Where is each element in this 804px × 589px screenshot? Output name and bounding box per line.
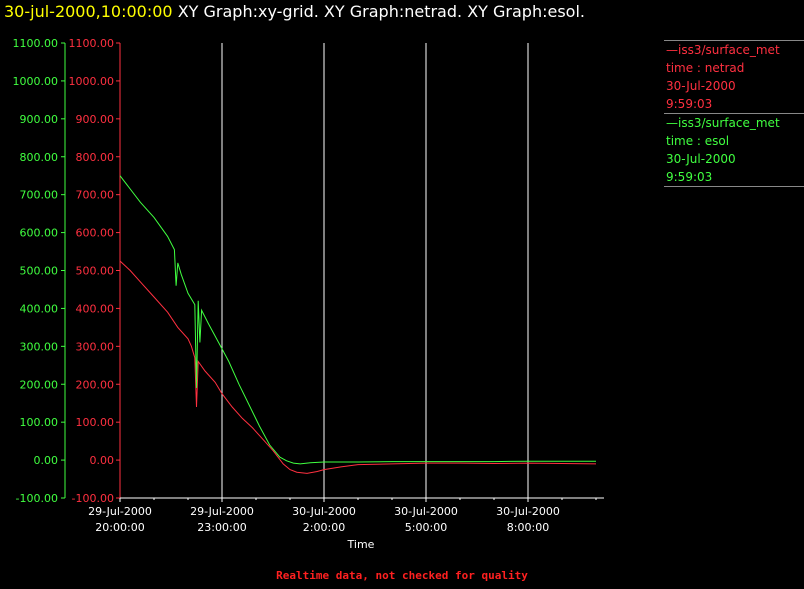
x-tick-label-date-1: 29-Jul-2000	[190, 505, 254, 518]
y-tick-label-netrad-10: 100.00	[76, 416, 115, 429]
series-esol-line	[119, 175, 596, 465]
legend-divider	[664, 40, 804, 41]
legend-netrad-time: 9:59:03	[666, 97, 713, 111]
chart-title: 30-jul-2000,10:00:00 XY Graph:xy-grid. X…	[4, 2, 585, 21]
footer-note: Realtime data, not checked for quality	[276, 569, 528, 582]
legend-esol: —iss3/surface_met time : esol 30-Jul-200…	[664, 113, 804, 187]
y-tick-label-esol-12: -100.00	[16, 492, 58, 505]
y-tick-label-esol-9: 200.00	[20, 378, 59, 391]
y-tick-label-esol-6: 500.00	[20, 265, 59, 278]
date-label: 30-jul-2000,10:00:00	[4, 2, 173, 21]
x-tick-label-date-4: 30-Jul-2000	[496, 505, 560, 518]
x-tick-label-date-3: 30-Jul-2000	[394, 505, 458, 518]
y-tick-label-netrad-5: 600.00	[76, 227, 115, 240]
y-tick-label-esol-10: 100.00	[20, 416, 59, 429]
x-tick-label-time-0: 20:00:00	[95, 521, 144, 534]
y-tick-label-esol-0: 1100.00	[13, 37, 59, 50]
y-tick-label-netrad-9: 200.00	[76, 378, 115, 391]
y-tick-label-netrad-12: -100.00	[72, 492, 114, 505]
y-tick-label-netrad-4: 700.00	[76, 189, 115, 202]
legend-esol-time: 9:59:03	[666, 170, 713, 184]
y-tick-label-netrad-11: 0.00	[90, 454, 115, 467]
y-tick-label-netrad-2: 900.00	[76, 113, 115, 126]
legend-netrad: —iss3/surface_met time : netrad 30-Jul-2…	[664, 40, 804, 113]
y-tick-label-esol-7: 400.00	[20, 302, 59, 315]
legend-netrad-variable: time : netrad	[666, 61, 745, 75]
y-tick-label-netrad-6: 500.00	[76, 265, 115, 278]
y-tick-label-netrad-7: 400.00	[76, 302, 115, 315]
x-tick-label-time-3: 5:00:00	[405, 521, 447, 534]
y-tick-label-netrad-8: 300.00	[76, 340, 115, 353]
series-netrad-line	[119, 260, 597, 474]
y-tick-label-netrad-0: 1100.00	[69, 37, 115, 50]
x-tick-label-date-2: 30-Jul-2000	[292, 505, 356, 518]
y-tick-label-esol-8: 300.00	[20, 340, 59, 353]
graph-titles: XY Graph:xy-grid. XY Graph:netrad. XY Gr…	[177, 2, 585, 21]
y-tick-label-esol-3: 800.00	[20, 151, 59, 164]
legend-esol-date: 30-Jul-2000	[666, 152, 736, 166]
x-tick-label-date-0: 29-Jul-2000	[88, 505, 152, 518]
y-tick-label-esol-2: 900.00	[20, 113, 59, 126]
legend-netrad-date: 30-Jul-2000	[666, 79, 736, 93]
legend-netrad-source: —iss3/surface_met	[666, 43, 780, 57]
y-tick-label-netrad-1: 1000.00	[69, 75, 115, 88]
y-tick-label-esol-5: 600.00	[20, 227, 59, 240]
legend-esol-variable: time : esol	[666, 134, 730, 148]
y-tick-label-esol-1: 1000.00	[13, 75, 59, 88]
y-tick-label-esol-11: 0.00	[34, 454, 59, 467]
y-tick-label-esol-4: 700.00	[20, 189, 59, 202]
x-tick-label-time-4: 8:00:00	[507, 521, 549, 534]
legend-esol-source: —iss3/surface_met	[666, 116, 780, 130]
legend-divider	[664, 186, 804, 187]
x-tick-label-time-1: 23:00:00	[197, 521, 246, 534]
legend-divider	[664, 113, 804, 114]
x-tick-label-time-2: 2:00:00	[303, 521, 345, 534]
x-axis-label: Time	[347, 538, 375, 551]
y-tick-label-netrad-3: 800.00	[76, 151, 115, 164]
